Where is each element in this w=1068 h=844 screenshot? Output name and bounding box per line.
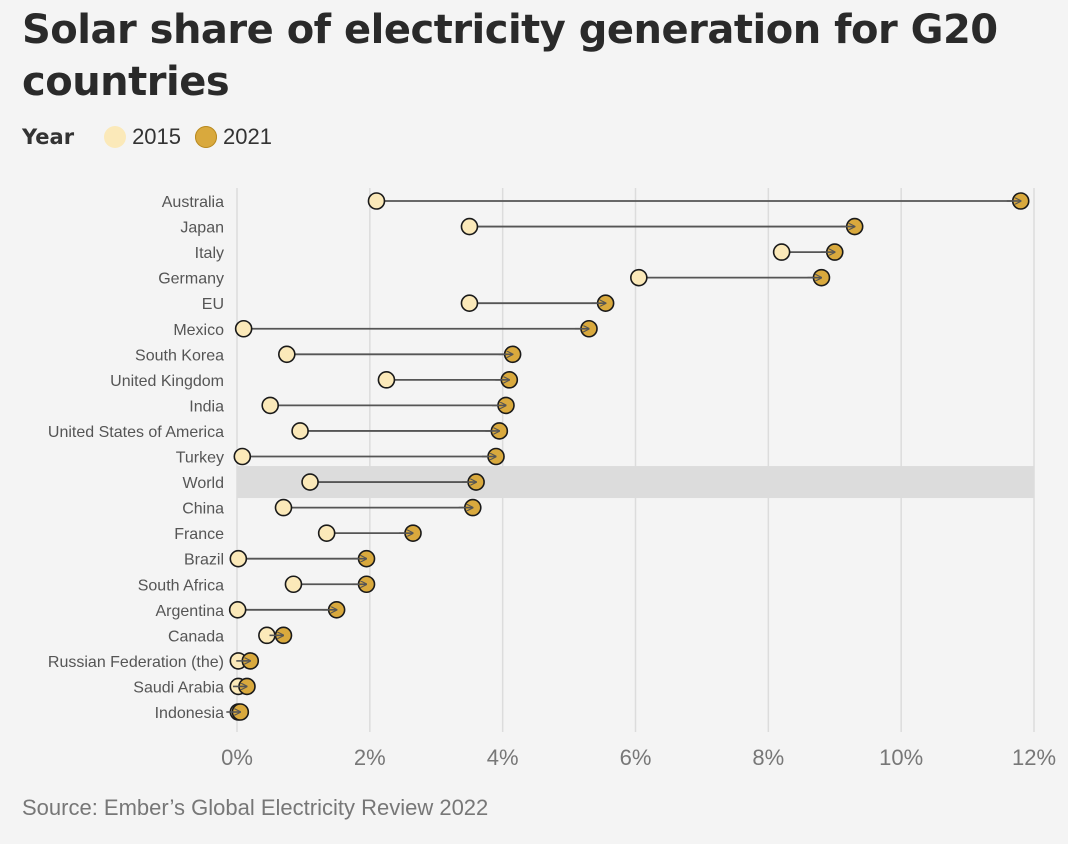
row-label: South Africa [138, 577, 224, 594]
row-label: Mexico [173, 322, 224, 339]
row-label: Turkey [176, 450, 224, 467]
x-tick-label: 12% [1012, 745, 1056, 770]
legend-item-2021: 2021 [195, 124, 272, 150]
legend: Year 2015 2021 [22, 122, 286, 152]
dumbbell-chart: Australia Japan Italy Germany EU Mexico South … [48, 188, 1056, 770]
point-2015 [377, 371, 396, 389]
row-united-kingdom: United Kingdom [110, 371, 519, 390]
row-label: Brazil [184, 552, 224, 569]
point-2015 [291, 422, 309, 440]
row-indonesia: Indonesia [155, 703, 250, 722]
legend-swatch-2021 [195, 126, 218, 148]
row-mexico: Mexico [173, 319, 598, 339]
row-label: Saudi Arabia [133, 679, 224, 696]
row-france: France [174, 524, 422, 543]
row-label: Italy [195, 245, 224, 262]
point-2015 [278, 345, 296, 364]
row-italy: Italy [195, 243, 844, 262]
legend-label-2015: 2015 [132, 124, 182, 149]
row-saudi-arabia: Saudi Arabia [133, 677, 256, 696]
row-south-africa: South Africa [138, 575, 376, 594]
row-label: EU [202, 296, 224, 313]
legend-label-2021: 2021 [223, 124, 272, 149]
point-2015 [301, 473, 319, 491]
legend-item-2015: 2015 [104, 124, 181, 150]
row-argentina: Argentina [156, 600, 346, 620]
chart-title: Solar share of electricity generation fo… [22, 7, 998, 105]
point-2015 [460, 217, 479, 236]
point-2015 [228, 600, 247, 619]
x-tick-label: 6% [620, 745, 652, 770]
point-2015 [460, 294, 479, 312]
point-2015 [317, 524, 336, 542]
point-2015 [284, 575, 303, 594]
point-2015 [772, 243, 791, 261]
row-brazil: Brazil [184, 549, 376, 569]
row-japan: Japan [180, 217, 864, 237]
legend-swatch-2015 [104, 126, 127, 148]
row-label: India [189, 398, 224, 415]
row-label: Indonesia [155, 705, 224, 722]
row-south-korea: South Korea [135, 345, 522, 364]
row-label: United Kingdom [110, 373, 224, 390]
row-china: China [182, 498, 482, 518]
row-label: Russian Federation (the) [48, 654, 224, 671]
point-2015 [630, 268, 648, 287]
row-canada: Canada [168, 626, 293, 645]
row-label: Canada [168, 628, 224, 645]
row-label: World [183, 475, 225, 492]
x-tick-label: 0% [221, 745, 253, 770]
row-label: Japan [180, 220, 224, 237]
row-russian-federation-the-: Russian Federation (the) [48, 652, 260, 671]
row-label: France [174, 526, 224, 543]
x-tick-label: 2% [354, 745, 386, 770]
point-2015 [234, 319, 253, 338]
point-2015 [274, 498, 293, 517]
x-axis-ticks: 0% 2% 4% 6% 8% 10% 12% [221, 745, 1056, 770]
row-eu: EU [202, 294, 615, 313]
source-note: Source: Ember’s Global Electricity Revie… [22, 795, 489, 820]
point-2015 [261, 396, 280, 415]
row-turkey: Turkey [176, 447, 505, 467]
row-label: Germany [158, 271, 224, 288]
row-label: United States of America [48, 424, 224, 441]
x-tick-label: 8% [752, 745, 784, 770]
point-2015 [367, 192, 386, 210]
row-australia: Australia [162, 192, 1030, 211]
rows-layer: Australia Japan Italy Germany EU Mexico South … [48, 192, 1030, 722]
x-tick-label: 10% [879, 745, 923, 770]
row-world: World [183, 473, 485, 492]
point-2015 [233, 447, 252, 466]
x-tick-label: 4% [487, 745, 519, 770]
point-2015 [229, 549, 248, 568]
row-india: India [189, 396, 515, 415]
row-germany: Germany [158, 268, 831, 288]
legend-title: Year [22, 125, 75, 149]
row-label: Australia [162, 194, 224, 211]
row-united-states-of-america: United States of America [48, 422, 509, 441]
row-label: South Korea [135, 347, 224, 364]
row-label: China [182, 501, 224, 518]
row-label: Argentina [156, 603, 225, 620]
